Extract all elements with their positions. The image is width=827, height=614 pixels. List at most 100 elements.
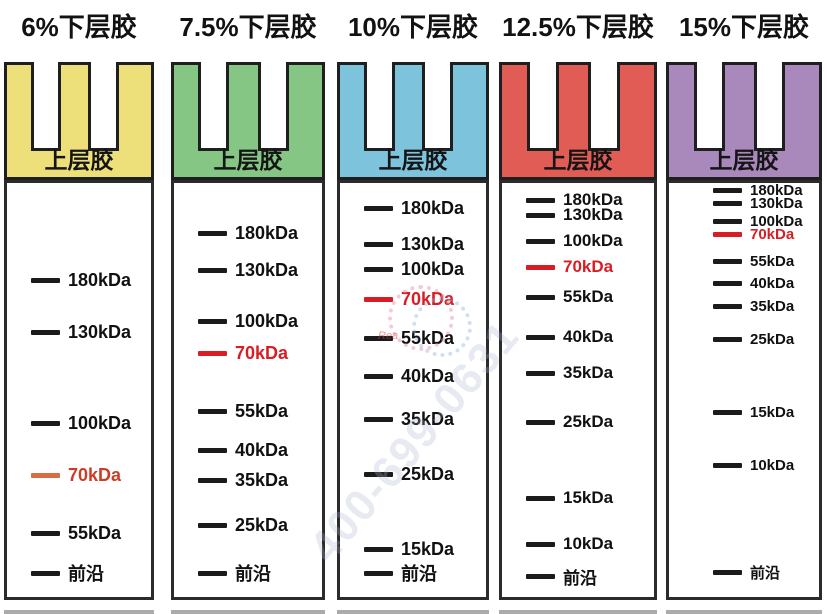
marker-band: 10kDa <box>713 456 795 474</box>
band-label: 55kDa <box>235 400 289 421</box>
sample-well <box>257 62 289 151</box>
marker-band: 130kDa <box>31 321 132 342</box>
band-line <box>364 335 393 341</box>
band-label: 100kDa <box>750 212 803 230</box>
band-line <box>364 205 393 211</box>
marker-band: 15kDa <box>364 538 455 559</box>
band-label: 130kDa <box>750 194 803 212</box>
marker-band: 100kDa <box>198 311 298 331</box>
band-label: 40kDa <box>750 274 795 292</box>
marker-band: 70kDa <box>526 257 614 276</box>
band-line <box>364 570 393 576</box>
marker-band: 10kDa <box>526 534 613 553</box>
band-label: 35kDa <box>401 408 455 429</box>
marker-band: 180kDa <box>713 181 803 199</box>
band-line <box>364 296 393 302</box>
band-line <box>713 303 742 309</box>
band-label: 100kDa <box>68 412 132 433</box>
band-label: 100kDa <box>563 231 623 250</box>
marker-band: 25kDa <box>526 412 613 431</box>
gel-title: 15%下层胶 <box>678 12 810 42</box>
gel-title: 12.5%下层胶 <box>502 12 654 42</box>
stacking-gel: 上层胶 <box>499 62 657 180</box>
marker-band: 130kDa <box>364 234 464 254</box>
marker-band: 180kDa <box>364 197 465 218</box>
band-label: 180kDa <box>750 181 803 199</box>
marker-band: 25kDa <box>364 463 455 484</box>
band-label: 70kDa <box>563 257 614 276</box>
band-line <box>713 218 742 224</box>
sample-well <box>88 62 119 151</box>
band-line <box>713 569 742 575</box>
band-label: 35kDa <box>750 297 795 315</box>
band-label: 15kDa <box>401 538 455 559</box>
sample-well <box>198 62 230 151</box>
band-label: 25kDa <box>235 514 289 535</box>
sample-well <box>527 62 559 151</box>
band-line <box>713 231 742 237</box>
band-line <box>713 258 742 264</box>
footer-strip <box>337 610 489 614</box>
gel-title: 6%下层胶 <box>21 12 137 42</box>
band-line <box>198 522 227 528</box>
marker-band: 前沿 <box>364 564 437 584</box>
band-label: 70kDa <box>235 342 289 363</box>
band-line <box>713 462 742 468</box>
band-line <box>713 280 742 286</box>
separating-gel: 180kDa 130kDa 100kDa 70kDa 55kDa 40kDa 3… <box>666 180 822 600</box>
footer-strip <box>4 610 154 614</box>
band-line <box>526 541 555 547</box>
marker-band: 35kDa <box>526 363 613 382</box>
band-label: 130kDa <box>235 259 299 280</box>
marker-band: 55kDa <box>198 400 289 421</box>
band-line <box>526 212 555 218</box>
sample-well <box>587 62 620 151</box>
band-line <box>31 472 60 478</box>
sample-well <box>753 62 786 151</box>
marker-band: 35kDa <box>713 297 795 315</box>
band-line <box>526 370 555 376</box>
band-label: 25kDa <box>401 463 455 484</box>
band-label: 180kDa <box>401 197 465 218</box>
sample-well <box>30 62 61 151</box>
marker-band: 70kDa <box>713 226 794 243</box>
band-label: 130kDa <box>68 321 132 342</box>
band-label: 15kDa <box>563 488 614 507</box>
gel-column: 15%下层胶 上层胶 180kDa 130kDa 100kDa 70kDa 55… <box>666 0 822 614</box>
gel-column: 6%下层胶 上层胶 180kDa 130kDa 100kDa 70kDa 55k… <box>4 0 154 614</box>
band-line <box>198 350 227 356</box>
marker-band: 40kDa <box>713 274 795 292</box>
marker-band: 35kDa <box>198 470 288 490</box>
band-line <box>31 570 60 576</box>
sample-well <box>364 62 395 151</box>
marker-band: 前沿 <box>526 568 597 588</box>
gel-column: 12.5%下层胶 上层胶 180kDa 130kDa 100kDa 70kDa … <box>499 0 657 614</box>
band-line <box>364 546 393 552</box>
band-line <box>526 197 555 203</box>
band-label: 100kDa <box>401 258 465 279</box>
band-label: 70kDa <box>68 464 122 485</box>
band-line <box>364 241 393 247</box>
marker-band: 100kDa <box>526 231 623 250</box>
marker-band: 70kDa <box>364 289 454 309</box>
band-label: 前沿 <box>563 568 597 588</box>
band-label: 15kDa <box>750 403 795 421</box>
band-line <box>31 530 60 536</box>
band-line <box>526 334 555 340</box>
marker-band: 25kDa <box>198 514 289 535</box>
separating-gel: 180kDa 130kDa 100kDa 70kDa 55kDa 40kDa 3… <box>171 180 325 600</box>
band-line <box>198 408 227 414</box>
marker-band: 130kDa <box>526 205 623 224</box>
sample-well <box>422 62 454 151</box>
band-label: 25kDa <box>750 330 795 348</box>
band-label: 10kDa <box>750 456 795 474</box>
gel-title: 7.5%下层胶 <box>179 12 317 42</box>
band-line <box>364 266 393 272</box>
band-line <box>198 267 227 273</box>
band-label: 55kDa <box>401 327 455 348</box>
band-line <box>526 238 555 244</box>
marker-band: 100kDa <box>713 212 803 230</box>
marker-band: 55kDa <box>31 523 121 543</box>
marker-band: 15kDa <box>526 488 614 507</box>
